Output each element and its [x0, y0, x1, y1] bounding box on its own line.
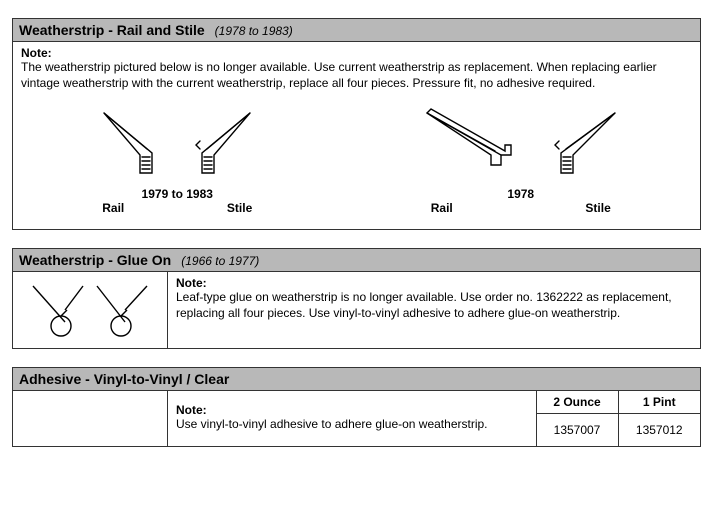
- leaf-weatherstrip-icon: [25, 280, 155, 340]
- note-label: Note:: [176, 403, 528, 417]
- note-text: Use vinyl-to-vinyl adhesive to adhere gl…: [176, 417, 528, 433]
- section-range: (1966 to 1977): [181, 254, 259, 268]
- table-row: 1357007 1357012: [536, 414, 700, 446]
- note-block: Note: Use vinyl-to-vinyl adhesive to adh…: [168, 391, 536, 446]
- label-stile: Stile: [227, 201, 252, 215]
- section-range: (1978 to 1983): [215, 24, 293, 38]
- note-block: Note: The weatherstrip pictured below is…: [13, 42, 700, 97]
- label-rail: Rail: [102, 201, 124, 215]
- weatherstrip-7983-icon: [92, 105, 262, 185]
- section-header: Weatherstrip - Glue On (1966 to 1977): [13, 249, 700, 272]
- empty-cell: [13, 391, 168, 446]
- diagram-group-78: 1978 Rail Stile: [421, 105, 621, 215]
- caption-year: 1979 to 1983: [92, 187, 262, 201]
- note-block: Note: Leaf-type glue on weatherstrip is …: [168, 272, 700, 348]
- note-text: The weatherstrip pictured below is no lo…: [21, 60, 692, 91]
- section-body: Note: Use vinyl-to-vinyl adhesive to adh…: [13, 391, 700, 446]
- section-adhesive: Adhesive - Vinyl-to-Vinyl / Clear Note: …: [12, 367, 701, 447]
- label-rail: Rail: [431, 201, 453, 215]
- table-row: 2 Ounce 1 Pint: [536, 391, 700, 414]
- section-header: Adhesive - Vinyl-to-Vinyl / Clear: [13, 368, 700, 391]
- section-rail-stile: Weatherstrip - Rail and Stile (1978 to 1…: [12, 18, 701, 230]
- order-table: 2 Ounce 1 Pint 1357007 1357012: [536, 391, 701, 446]
- diagram-cell: [13, 272, 168, 348]
- diagram-area: 1979 to 1983 Rail Stile: [13, 97, 700, 229]
- col-header: 2 Ounce: [536, 391, 618, 414]
- section-body: Note: Leaf-type glue on weatherstrip is …: [13, 272, 700, 348]
- section-title: Weatherstrip - Rail and Stile: [19, 22, 205, 38]
- diagram-group-7983: 1979 to 1983 Rail Stile: [92, 105, 262, 215]
- caption-labels: Rail Stile: [92, 201, 262, 215]
- caption-labels: Rail Stile: [421, 201, 621, 215]
- weatherstrip-78-icon: [421, 105, 621, 185]
- note-label: Note:: [176, 276, 692, 290]
- section-glue-on: Weatherstrip - Glue On (1966 to 1977): [12, 248, 701, 349]
- col-header: 1 Pint: [618, 391, 700, 414]
- order-number: 1357012: [618, 414, 700, 446]
- section-title: Adhesive - Vinyl-to-Vinyl / Clear: [19, 371, 229, 387]
- section-header: Weatherstrip - Rail and Stile (1978 to 1…: [13, 19, 700, 42]
- label-stile: Stile: [585, 201, 610, 215]
- section-title: Weatherstrip - Glue On: [19, 252, 171, 268]
- note-label: Note:: [21, 46, 692, 60]
- order-number: 1357007: [536, 414, 618, 446]
- note-text: Leaf-type glue on weatherstrip is no lon…: [176, 290, 692, 321]
- caption-year: 1978: [421, 187, 621, 201]
